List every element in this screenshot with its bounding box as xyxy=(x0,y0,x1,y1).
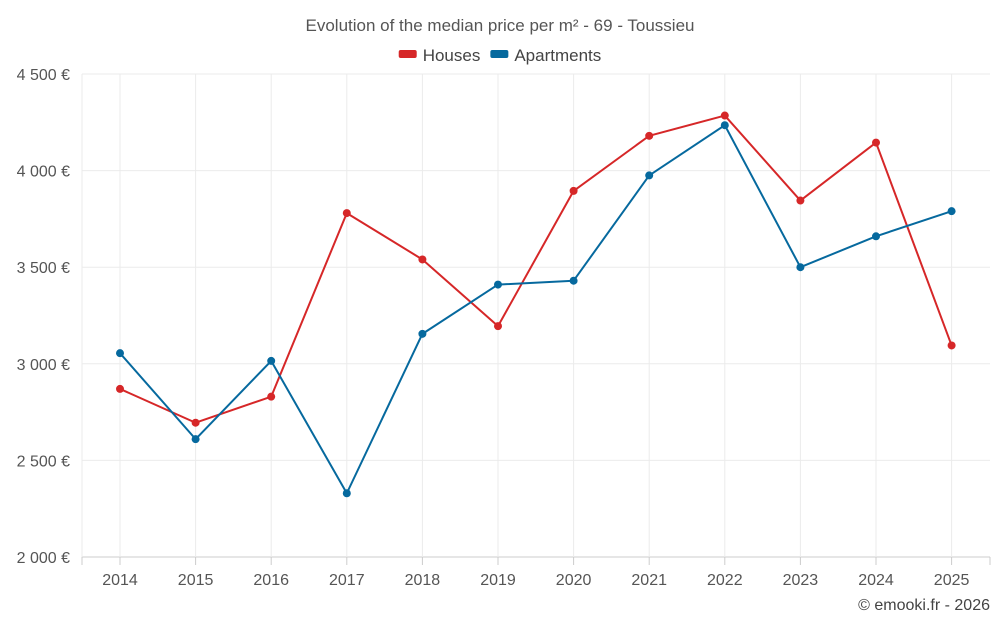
y-tick-label: 4 000 € xyxy=(17,164,70,181)
data-point-apartments[interactable] xyxy=(872,232,880,241)
x-tick-label: 2021 xyxy=(631,572,667,589)
data-point-apartments[interactable] xyxy=(720,121,729,130)
x-tick-label: 2022 xyxy=(707,572,743,589)
data-point-apartments[interactable] xyxy=(191,435,200,444)
data-point-apartments[interactable] xyxy=(645,171,654,180)
data-point-apartments[interactable] xyxy=(116,349,124,358)
data-point-houses[interactable] xyxy=(342,209,351,218)
series-line-apartments xyxy=(119,124,952,495)
x-axis: 2014 2015 2016 2017 2018 2019 2020 2021 2022 2023… xyxy=(81,557,991,589)
data-point-houses[interactable] xyxy=(947,341,956,350)
x-tick-label: 2016 xyxy=(253,572,289,589)
x-tick-label: 2020 xyxy=(556,572,592,589)
data-point-houses[interactable] xyxy=(494,322,502,331)
y-tick-label: 3 000 € xyxy=(17,357,70,374)
data-point-apartments[interactable] xyxy=(569,276,578,285)
legend-swatch xyxy=(490,50,509,58)
x-tick-label: 2018 xyxy=(405,572,441,589)
chart-title: Evolution of the median price per m² - 6… xyxy=(306,16,695,35)
x-tick-label: 2024 xyxy=(858,572,894,589)
data-point-houses[interactable] xyxy=(645,131,654,140)
data-point-houses[interactable] xyxy=(720,111,729,120)
legend-label: Houses xyxy=(423,46,481,65)
data-point-houses[interactable] xyxy=(569,186,578,195)
data-point-houses[interactable] xyxy=(267,392,276,401)
data-point-houses[interactable] xyxy=(191,418,200,427)
credit-text: © emooki.fr - 2026 xyxy=(858,597,990,614)
series-group xyxy=(116,111,956,498)
x-tick-label: 2023 xyxy=(783,572,819,589)
legend-label: Apartments xyxy=(514,46,601,65)
data-point-apartments[interactable] xyxy=(267,356,276,365)
data-point-apartments[interactable] xyxy=(342,489,351,498)
x-tick-label: 2014 xyxy=(102,572,138,589)
x-tick-label: 2019 xyxy=(480,572,516,589)
data-point-houses[interactable] xyxy=(872,138,880,147)
data-point-apartments[interactable] xyxy=(947,207,956,216)
y-axis: 2 000 € 2 500 € 3 000 € 3 500 € 4 000 € 4 500… xyxy=(17,67,70,567)
data-point-houses[interactable] xyxy=(116,384,124,393)
legend: Houses Apartments xyxy=(398,46,601,65)
series-line-houses xyxy=(119,114,953,424)
legend-swatch xyxy=(398,50,417,58)
legend-item-apartments[interactable]: Apartments xyxy=(490,46,601,65)
data-point-houses[interactable] xyxy=(418,255,427,264)
data-point-houses[interactable] xyxy=(796,196,805,205)
data-point-apartments[interactable] xyxy=(418,329,427,338)
y-tick-label: 4 500 € xyxy=(17,67,70,84)
data-point-apartments[interactable] xyxy=(796,263,805,272)
y-tick-label: 3 500 € xyxy=(17,260,70,277)
y-tick-label: 2 000 € xyxy=(17,550,70,567)
y-tick-label: 2 500 € xyxy=(17,453,70,470)
x-tick-label: 2015 xyxy=(178,572,214,589)
x-tick-label: 2017 xyxy=(329,572,365,589)
legend-item-houses[interactable]: Houses xyxy=(398,46,481,65)
data-point-apartments[interactable] xyxy=(494,280,502,289)
x-tick-label: 2025 xyxy=(934,572,970,589)
grid xyxy=(81,73,990,565)
